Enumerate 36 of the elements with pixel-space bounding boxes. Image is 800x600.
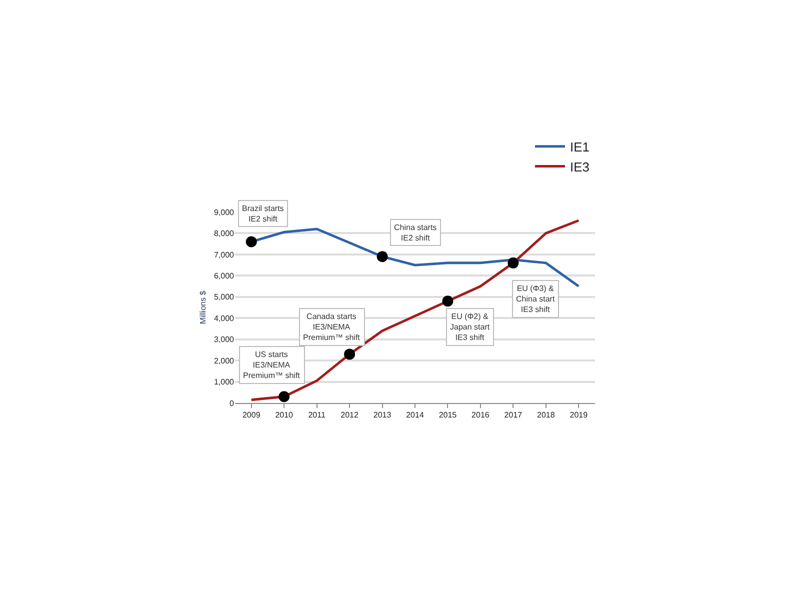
- x-tick-label: 2013: [373, 410, 392, 420]
- point: [442, 296, 454, 307]
- annotation: EU (Φ2) & Japan start IE3 shift: [450, 312, 490, 342]
- annotation: EU (Φ3) & China start IE3 shift: [516, 284, 556, 314]
- x-tick-label: 2009: [242, 410, 261, 420]
- legend-label: IE1: [570, 139, 590, 154]
- annotation: Brazil starts IE2 shift: [242, 204, 284, 224]
- y-axis-title: Millions $: [198, 290, 208, 324]
- annotation: Canada starts IE3/NEMA Premium™ shift: [303, 312, 361, 342]
- x-tick-label: 2010: [275, 410, 294, 420]
- legend-label: IE3: [570, 159, 590, 174]
- y-tick-label: 3,000: [214, 335, 235, 344]
- point: [246, 236, 257, 248]
- annotation: China starts IE2 shift: [394, 223, 437, 242]
- y-tick-label: 8,000: [214, 229, 235, 238]
- x-tick-label: 2018: [537, 410, 556, 420]
- y-tick-label: 0: [230, 398, 235, 408]
- x-tick-label: 2016: [472, 410, 490, 420]
- y-tick-label: 5,000: [214, 292, 235, 302]
- point: [344, 348, 356, 360]
- annotation: US starts IE3/NEMA Premium™ shift: [243, 350, 301, 380]
- x-tick-label: 2012: [340, 410, 359, 420]
- y-tick-label: 9,000: [214, 208, 235, 217]
- point: [278, 391, 290, 402]
- x-tick-label: 2014: [406, 410, 424, 420]
- y-tick-label: 1,000: [214, 378, 235, 387]
- x-tick-label: 2015: [438, 410, 458, 420]
- point: [376, 251, 388, 262]
- point: [508, 257, 519, 268]
- y-tick-label: 6,000: [214, 271, 235, 280]
- x-tick-label: 2011: [308, 410, 326, 420]
- y-tick-label: 4,000: [214, 314, 235, 323]
- y-tick-label: 2,000: [214, 356, 235, 366]
- y-tick-label: 7,000: [214, 250, 235, 260]
- x-tick-label: 2017: [504, 410, 523, 420]
- x-tick-label: 2019: [570, 410, 588, 420]
